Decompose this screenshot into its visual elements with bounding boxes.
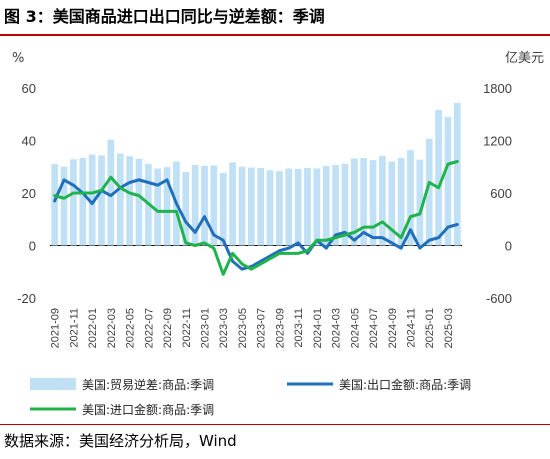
right-axis-unit: 亿美元 (505, 51, 544, 66)
trade-deficit-bar (191, 165, 199, 246)
left-axis-tick-label: -20 (17, 291, 36, 306)
trade-deficit-bar (154, 168, 162, 246)
right-axis-tick-label: 600 (490, 186, 512, 201)
x-axis-tick-label: 2021-11 (68, 308, 80, 348)
export-yoy-line (53, 178, 459, 271)
trade-deficit-bar (79, 158, 87, 246)
plot-area (50, 102, 462, 276)
trade-deficit-bar (425, 138, 433, 246)
trade-deficit-bar (294, 168, 302, 246)
trade-deficit-bar (332, 165, 339, 246)
left-axis: % -20 0 20 40 60 (12, 51, 36, 306)
trade-deficit-bar (88, 154, 96, 246)
x-axis-tick-label: 2024-05 (349, 308, 361, 348)
trade-deficit-bar (285, 168, 293, 246)
trade-deficit-bar (453, 102, 461, 246)
left-axis-tick-label: 20 (22, 186, 36, 201)
right-axis-tick-label: 1800 (483, 81, 512, 96)
trade-deficit-bar (266, 170, 274, 246)
right-axis-tick-label: 1200 (483, 134, 512, 149)
trade-deficit-bar (397, 158, 405, 246)
source-note: 数据来源：美国经济分析局，Wind (4, 432, 237, 450)
trade-deficit-bar (210, 165, 218, 246)
legend-swatch-bar (30, 378, 76, 390)
trade-deficit-bar (313, 168, 321, 246)
trade-deficit-bar (416, 159, 424, 246)
x-axis-tick-label: 2022-09 (162, 308, 174, 348)
trade-deficit-bar (369, 160, 377, 246)
x-axis-tick-label: 2022-01 (87, 308, 99, 348)
trade-deficit-bar (98, 155, 105, 246)
x-axis-tick-label: 2025-01 (424, 308, 436, 348)
x-axis-tick-label: 2022-11 (181, 308, 193, 348)
right-axis-tick-label: -600 (486, 291, 512, 306)
right-axis: 亿美元 -600 0 600 1200 1800 (483, 51, 544, 306)
trade-deficit-bar (304, 168, 311, 246)
x-axis-tick-label: 2022-03 (106, 308, 118, 348)
x-axis-tick-label: 2022-05 (125, 308, 137, 348)
footer-rule (0, 424, 550, 425)
x-axis-tick-label: 2024-03 (331, 308, 343, 348)
trade-deficit-bar (435, 109, 442, 246)
import-yoy-line (53, 160, 459, 276)
title-rule (0, 34, 550, 36)
x-axis-tick-label: 2023-07 (256, 308, 268, 348)
trade-deficit-bar (60, 166, 68, 246)
trade-deficit-bar (163, 167, 171, 246)
chart-title: 图 3：美国商品进口出口同比与逆差额：季调 (4, 7, 325, 26)
x-axis-tick-label: 2024-01 (312, 308, 324, 348)
trade-deficit-bar (322, 165, 330, 246)
trade-deficit-bar (107, 139, 115, 246)
lines-layer (53, 160, 459, 276)
trade-deficit-bar (182, 172, 190, 246)
left-axis-tick-label: 0 (29, 239, 36, 254)
trade-deficit-bar (247, 167, 255, 246)
trade-deficit-bar (201, 165, 208, 246)
x-axis-tick-label: 2025-03 (443, 308, 455, 348)
x-axis-tick-label: 2023-05 (237, 308, 249, 348)
trade-deficit-bar (219, 172, 227, 246)
x-axis-tick-label: 2023-11 (293, 308, 305, 348)
legend-label: 美国:进口金额:商品:季调 (82, 402, 214, 417)
trade-deficit-bar (51, 164, 59, 246)
x-axis-tick-label: 2024-07 (368, 308, 380, 348)
trade-deficit-bar (276, 171, 283, 246)
trade-deficit-bar (341, 163, 349, 246)
x-axis-tick-label: 2024-11 (406, 308, 418, 348)
trade-deficit-bar (379, 155, 386, 246)
left-axis-tick-label: 40 (22, 134, 36, 149)
trade-deficit-bar (350, 158, 358, 246)
trade-deficit-bar (444, 116, 452, 246)
trade-deficit-bar (70, 159, 77, 246)
trade-deficit-bar (388, 161, 396, 246)
trade-deficit-bar (257, 168, 265, 246)
right-axis-tick-label: 0 (505, 239, 512, 254)
x-axis-tick-label: 2023-03 (218, 308, 230, 348)
trade-deficit-bar (407, 150, 414, 246)
x-axis: 2021-09 2021-11 2022-01 2022-03 2022-05 2022-… (50, 308, 455, 348)
chart: % -20 0 20 40 60 亿美元 -600 0 600 1200 1800 2021-0… (12, 51, 544, 417)
x-axis-tick-label: 2022-07 (143, 308, 155, 348)
trade-deficit-bar (229, 162, 236, 246)
trade-deficit-bar (135, 158, 143, 246)
x-axis-tick-label: 2023-01 (200, 308, 212, 348)
trade-deficit-bar (116, 153, 124, 246)
legend-label: 美国:贸易逆差:商品:季调 (82, 377, 214, 392)
x-axis-tick-label: 2021-09 (50, 308, 62, 348)
trade-deficit-bar (126, 156, 133, 246)
left-axis-tick-label: 60 (22, 81, 36, 96)
x-axis-tick-label: 2024-09 (387, 308, 399, 348)
left-axis-unit: % (12, 51, 24, 66)
trade-deficit-bar (238, 166, 246, 246)
legend-label: 美国:出口金额:商品:季调 (339, 377, 471, 392)
x-axis-tick-label: 2023-09 (274, 308, 286, 348)
trade-deficit-bar (360, 158, 368, 246)
bars-layer (51, 102, 461, 246)
